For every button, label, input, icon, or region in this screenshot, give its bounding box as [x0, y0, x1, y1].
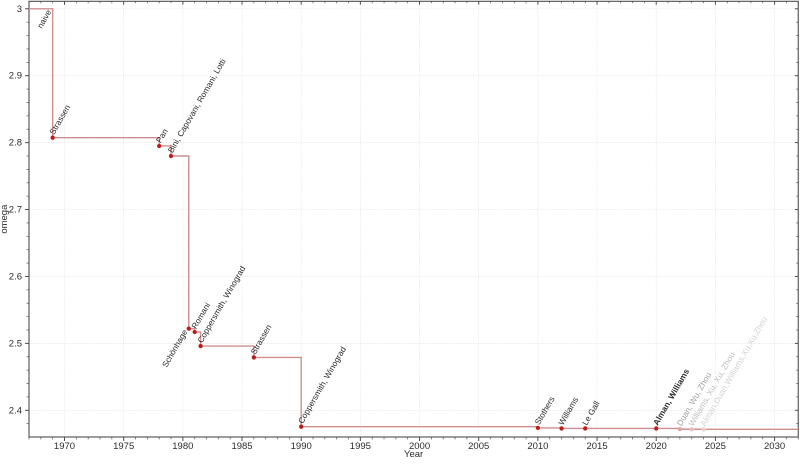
svg-text:1970: 1970 [54, 441, 75, 452]
svg-text:2.4: 2.4 [9, 405, 22, 416]
svg-text:2025: 2025 [705, 441, 726, 452]
svg-text:1985: 1985 [231, 441, 252, 452]
svg-text:1980: 1980 [172, 441, 193, 452]
svg-text:2015: 2015 [586, 441, 607, 452]
svg-text:3: 3 [17, 4, 22, 15]
svg-text:2.8: 2.8 [9, 138, 22, 149]
svg-text:2.5: 2.5 [9, 338, 22, 349]
svg-text:2010: 2010 [527, 441, 548, 452]
svg-text:2005: 2005 [468, 441, 489, 452]
svg-text:2.6: 2.6 [9, 271, 22, 282]
svg-text:2.7: 2.7 [9, 205, 22, 216]
svg-text:2020: 2020 [646, 441, 667, 452]
svg-text:1990: 1990 [291, 441, 312, 452]
svg-text:omega: omega [0, 204, 10, 234]
svg-text:1995: 1995 [350, 441, 371, 452]
svg-text:2.9: 2.9 [9, 71, 22, 82]
svg-text:1975: 1975 [113, 441, 134, 452]
svg-text:Year: Year [404, 449, 423, 460]
svg-text:2030: 2030 [764, 441, 785, 452]
